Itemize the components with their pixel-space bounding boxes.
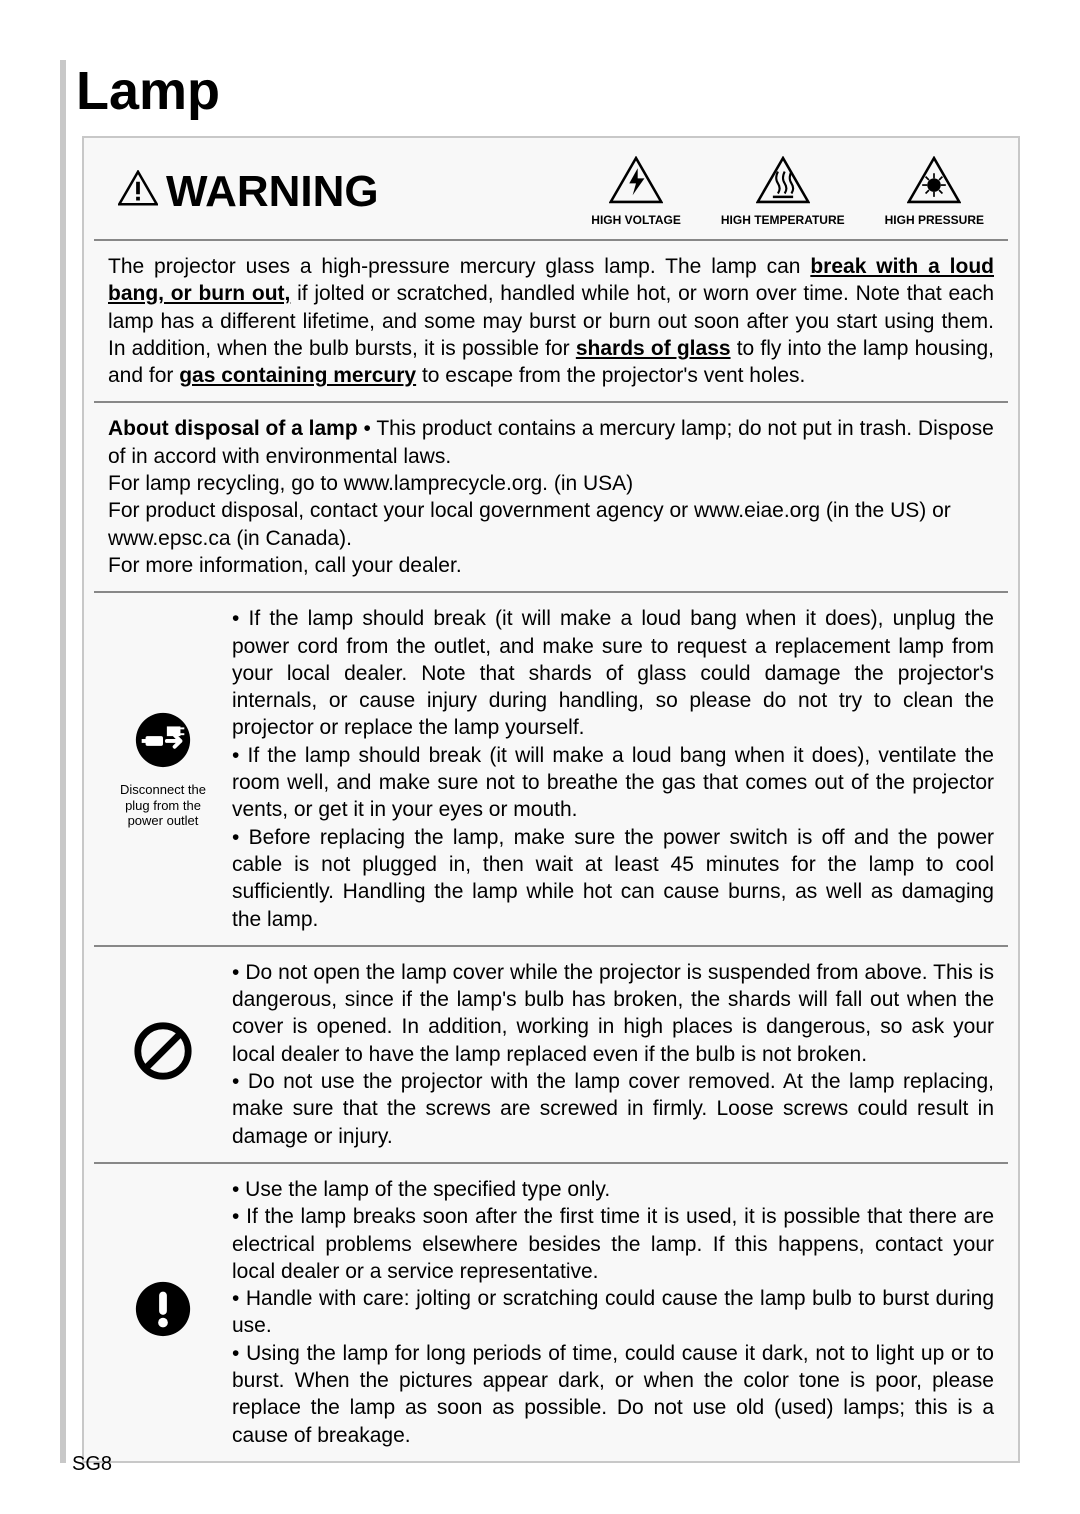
warning-header: WARNING HIGH VOLTAGE HIGH TEMPERATURE [94,138,1008,241]
disconnect-text: • If the lamp should break (it will make… [232,605,994,933]
hazard-label: HIGH VOLTAGE [591,213,681,227]
prohibit-icon-col [108,1020,218,1089]
disconnect-caption: Disconnect the plug from the power outle… [108,782,218,829]
intro-underline: shards of glass [576,337,731,360]
caution-text: • Use the lamp of the specified type onl… [232,1176,994,1449]
disconnect-section: Disconnect the plug from the power outle… [94,593,1008,947]
hazard-high-voltage: HIGH VOLTAGE [591,156,681,227]
high-pressure-icon [907,156,961,209]
intro-text: The projector uses a high-pressure mercu… [108,255,810,278]
page-footer: SG8 [72,1453,112,1476]
disposal-text: For lamp recycling, go to www.lamprecycl… [108,472,633,495]
hazard-high-pressure: HIGH PRESSURE [885,156,984,227]
warning-title: WARNING [118,167,379,217]
disposal-text: For product disposal, contact your local… [108,499,951,549]
hazard-label: HIGH PRESSURE [885,213,984,227]
disconnect-plug-icon [132,709,194,778]
page-title: Lamp [76,60,1020,122]
hazard-high-temperature: HIGH TEMPERATURE [721,156,845,227]
hazard-icons-group: HIGH VOLTAGE HIGH TEMPERATURE HIGH PRESS… [591,156,984,227]
high-voltage-icon [609,156,663,209]
warning-label: WARNING [166,167,379,217]
prohibit-icon [132,1020,194,1089]
disposal-text: For more information, call your dealer. [108,554,462,577]
caution-exclamation-icon [132,1278,194,1347]
caution-section: • Use the lamp of the specified type onl… [94,1164,1008,1461]
high-temperature-icon [756,156,810,209]
hazard-label: HIGH TEMPERATURE [721,213,845,227]
intro-text: to escape from the projector's vent hole… [416,364,805,387]
disconnect-icon-col: Disconnect the plug from the power outle… [108,709,218,829]
intro-section: The projector uses a high-pressure mercu… [94,241,1008,403]
warning-triangle-icon [118,170,158,213]
caution-icon-col [108,1278,218,1347]
intro-underline: gas containing mercury [179,364,416,387]
prohibit-section: • Do not open the lamp cover while the p… [94,947,1008,1164]
warning-box: WARNING HIGH VOLTAGE HIGH TEMPERATURE [82,136,1020,1463]
prohibit-text: • Do not open the lamp cover while the p… [232,959,994,1150]
disposal-section: About disposal of a lamp • This product … [94,403,1008,593]
disposal-lead: About disposal of a lamp [108,417,358,440]
